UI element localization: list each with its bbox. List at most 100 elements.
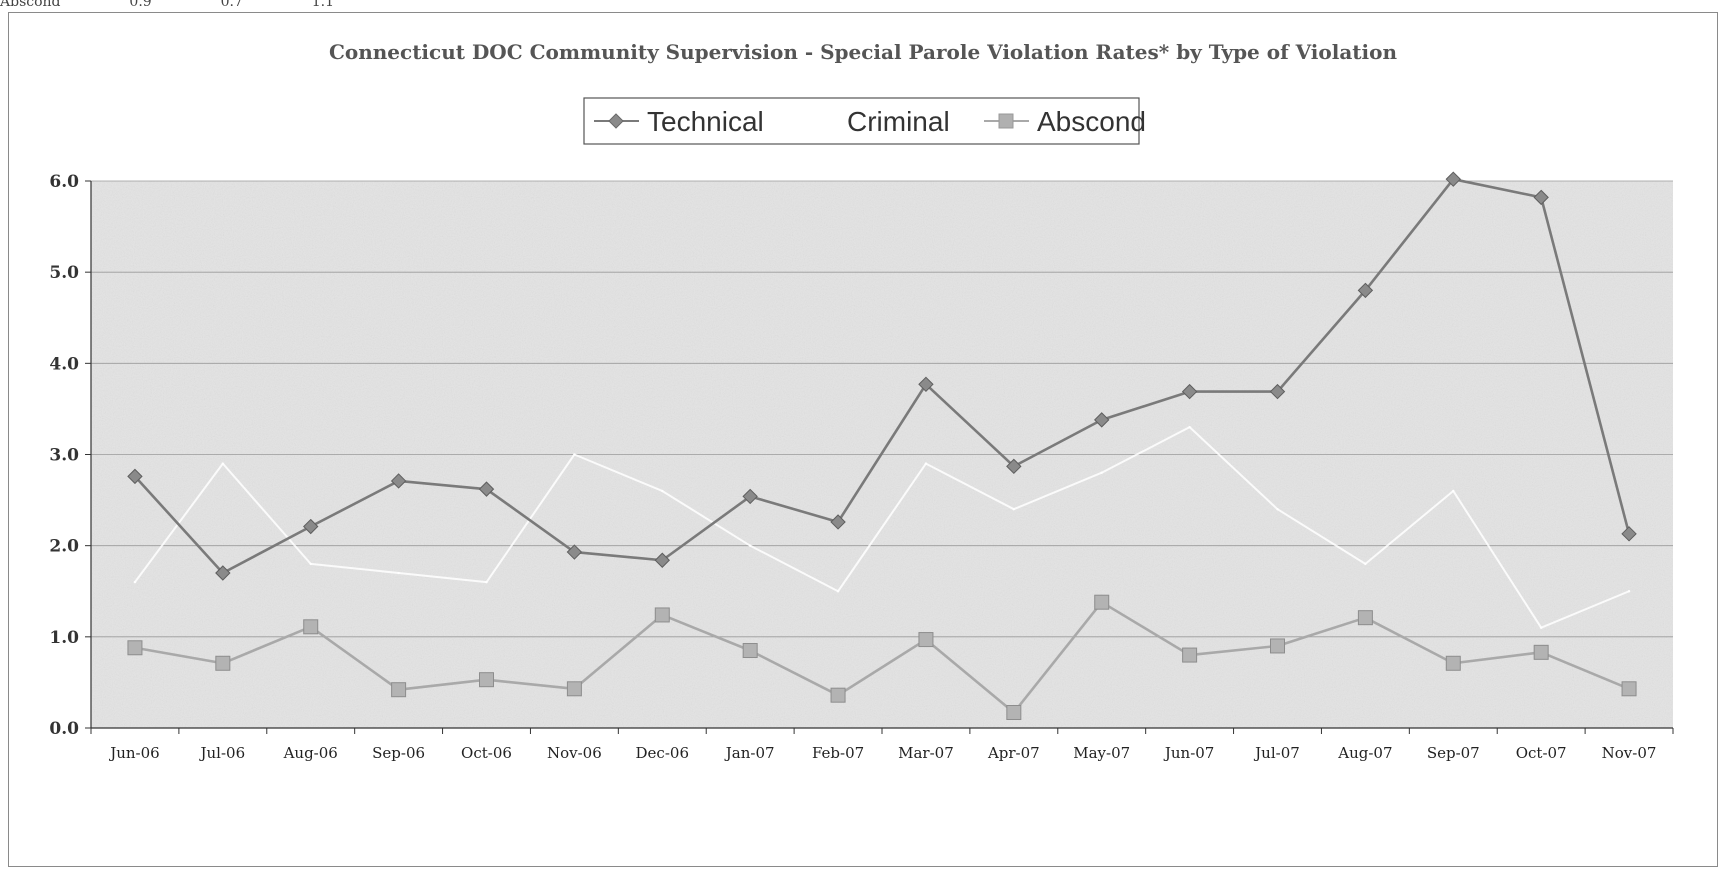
data-point-criminal: [924, 462, 928, 465]
partial-row-value: 0.9: [129, 0, 152, 10]
data-point-abscond: [1621, 681, 1637, 697]
data-point-criminal: [573, 453, 576, 456]
chart-axes: 0.0 1.0 2.0 3.0 4.0 5.0 6.0 Jun-06 Jul-06 Aug-06 S…: [49, 172, 1674, 762]
data-point-criminal: [485, 580, 488, 584]
x-tick-label: May-07: [1073, 744, 1130, 762]
x-tick-label: Oct-07: [1516, 744, 1567, 762]
y-tick-label: 4.0: [49, 354, 79, 374]
series-line-criminal: [134, 426, 1630, 629]
x-tick-label: Sep-07: [1427, 744, 1480, 762]
legend-marker-abscond: [998, 113, 1014, 129]
legend-marker-technical: [608, 113, 624, 129]
partial-row-value: 0.7: [220, 0, 243, 10]
data-point-criminal: [836, 590, 840, 593]
data-point-criminal: [1188, 425, 1191, 429]
data-point-criminal: [1539, 626, 1543, 629]
data-point-abscond: [215, 655, 231, 671]
data-point-criminal: [1100, 471, 1103, 474]
y-tick-label: 0.0: [49, 719, 79, 739]
data-point-abscond: [479, 672, 494, 688]
x-tick-label: Mar-07: [898, 744, 954, 762]
data-point-technical: [1181, 383, 1198, 400]
series-line-technical: [133, 177, 1631, 575]
y-tick-label: 6.0: [49, 172, 79, 192]
series-layer: [127, 171, 1637, 721]
data-point-criminal: [748, 544, 752, 547]
data-point-technical: [918, 376, 934, 393]
data-point-abscond: [1094, 594, 1110, 610]
legend-label-criminal: Criminal: [847, 106, 950, 137]
data-point-abscond: [742, 643, 758, 659]
series-line-abscond: [134, 600, 1630, 714]
chart-frame: Connecticut DOC Community Supervision - …: [8, 12, 1718, 867]
data-point-technical: [390, 473, 407, 489]
x-tick-label: Jul-06: [199, 744, 246, 762]
data-point-technical: [1094, 412, 1110, 428]
x-tick-label: Feb-07: [812, 744, 864, 762]
chart-title: Connecticut DOC Community Supervision - …: [329, 40, 1398, 64]
data-point-abscond: [830, 687, 846, 703]
x-tick-label: Nov-07: [1602, 744, 1657, 762]
data-point-abscond: [566, 681, 582, 697]
data-point-criminal: [661, 489, 664, 493]
data-point-technical: [566, 544, 583, 560]
data-point-technical: [127, 468, 143, 485]
x-tick-label: Jun-06: [108, 744, 160, 762]
series-abscond: [127, 594, 1637, 721]
partial-row-label: Abscond: [0, 0, 61, 10]
y-tick-label: 5.0: [49, 263, 79, 283]
data-point-technical: [1269, 383, 1286, 400]
x-tick-label: Oct-06: [461, 744, 512, 762]
data-point-abscond: [1182, 647, 1198, 663]
chart-svg: Connecticut DOC Community Supervision - …: [49, 40, 1674, 762]
legend-label-abscond: Abscond: [1037, 106, 1146, 137]
data-point-technical: [1533, 189, 1549, 206]
data-point-criminal: [221, 462, 225, 465]
x-tick-label: Jun-07: [1163, 744, 1215, 762]
data-point-technical: [1357, 282, 1374, 299]
data-point-abscond: [391, 682, 407, 698]
data-point-technical: [303, 518, 319, 535]
x-tick-label: Nov-06: [547, 744, 602, 762]
x-tick-label: Dec-06: [636, 744, 689, 762]
data-point-abscond: [654, 607, 670, 623]
partial-row-value: 1.1: [311, 0, 335, 10]
data-point-abscond: [1533, 644, 1549, 660]
legend-label-technical: Technical: [647, 106, 764, 137]
data-point-abscond: [918, 632, 934, 648]
legend-box: [583, 97, 1140, 145]
series-technical: [127, 171, 1637, 581]
x-tick-label: Apr-07: [987, 744, 1040, 762]
x-tick-label: Jan-07: [724, 744, 775, 762]
data-point-technical: [654, 552, 670, 568]
data-point-technical: [1445, 171, 1461, 187]
data-point-criminal: [397, 571, 400, 575]
data-point-criminal: [1012, 508, 1016, 511]
x-tick-label: Aug-06: [283, 744, 338, 762]
data-point-criminal: [1627, 590, 1631, 593]
data-point-abscond: [1357, 610, 1373, 626]
x-tick-label: Sep-06: [372, 744, 425, 762]
data-point-criminal: [309, 562, 312, 566]
data-point-abscond: [127, 640, 143, 656]
y-tick-label: 3.0: [49, 446, 79, 466]
data-point-criminal: [1364, 562, 1367, 566]
data-point-technical: [1006, 458, 1022, 475]
data-point-criminal: [1276, 508, 1279, 511]
y-tick-label: 1.0: [49, 628, 79, 648]
data-point-abscond: [1270, 638, 1285, 654]
y-tick-label: 2.0: [49, 537, 79, 557]
data-point-technical: [215, 565, 231, 581]
data-point-abscond: [303, 619, 319, 635]
data-point-technical: [830, 514, 846, 530]
data-point-technical: [1621, 526, 1637, 542]
chart-legend: Technical Criminal Abscond: [583, 97, 1146, 145]
partial-table-row: Abscond 0.9 0.7 1.1: [0, 0, 334, 10]
data-point-technical: [742, 488, 758, 505]
data-point-criminal: [1452, 489, 1455, 493]
data-point-abscond: [1006, 705, 1022, 721]
series-criminal: [133, 425, 1631, 629]
data-point-technical: [478, 481, 495, 497]
x-tick-label: Jul-07: [1253, 744, 1300, 762]
data-point-abscond: [1445, 655, 1461, 671]
